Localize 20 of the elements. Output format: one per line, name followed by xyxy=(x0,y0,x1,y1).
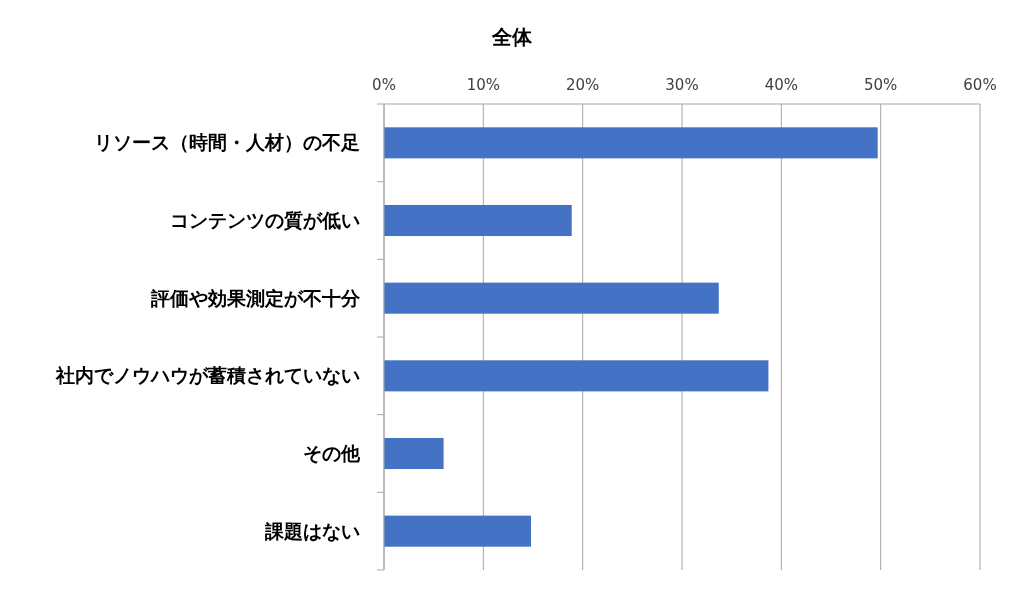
bar xyxy=(384,360,769,392)
x-tick-label: 40% xyxy=(764,76,799,94)
y-tick-label: コンテンツの質が低い xyxy=(170,209,360,232)
x-tick-label: 20% xyxy=(565,76,600,94)
x-tick-label: 50% xyxy=(863,76,898,94)
chart-title: 全体 xyxy=(491,25,533,49)
x-tick-label: 60% xyxy=(963,76,997,94)
bar xyxy=(384,437,444,470)
y-tick-label: 社内でノウハウが蓄積されていない xyxy=(55,364,360,387)
bar xyxy=(384,127,878,159)
y-tick-label: 評価や効果測定が不十分 xyxy=(150,286,361,309)
y-tick-label: 課題はない xyxy=(264,519,360,542)
x-tick-label: 30% xyxy=(665,76,699,94)
bar xyxy=(384,282,719,314)
x-tick-label: 10% xyxy=(466,76,501,94)
bar xyxy=(384,204,572,237)
x-tick-label: 0% xyxy=(372,76,396,94)
bar xyxy=(384,515,532,547)
y-tick-label: その他 xyxy=(303,442,361,465)
y-tick-label: リソース（時間・人材）の不足 xyxy=(94,131,360,154)
